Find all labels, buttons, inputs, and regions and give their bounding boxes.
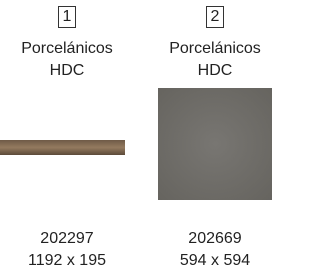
product-code: 202669 bbox=[148, 230, 282, 248]
brand: Porcelánicos bbox=[148, 40, 282, 58]
product-line: HDC bbox=[0, 62, 134, 80]
product-size: 1192 x 195 bbox=[0, 252, 134, 270]
product-size: 594 x 594 bbox=[148, 252, 282, 270]
product-code: 202297 bbox=[0, 230, 134, 248]
page: 1 Porcelánicos HDC 202297 1192 x 195 2 P… bbox=[0, 0, 286, 270]
item-number: 1 bbox=[58, 6, 76, 28]
product-line: HDC bbox=[148, 62, 282, 80]
product-image[interactable] bbox=[0, 140, 125, 155]
brand: Porcelánicos bbox=[0, 40, 134, 58]
item-number: 2 bbox=[206, 6, 224, 28]
product-image[interactable] bbox=[158, 88, 272, 200]
